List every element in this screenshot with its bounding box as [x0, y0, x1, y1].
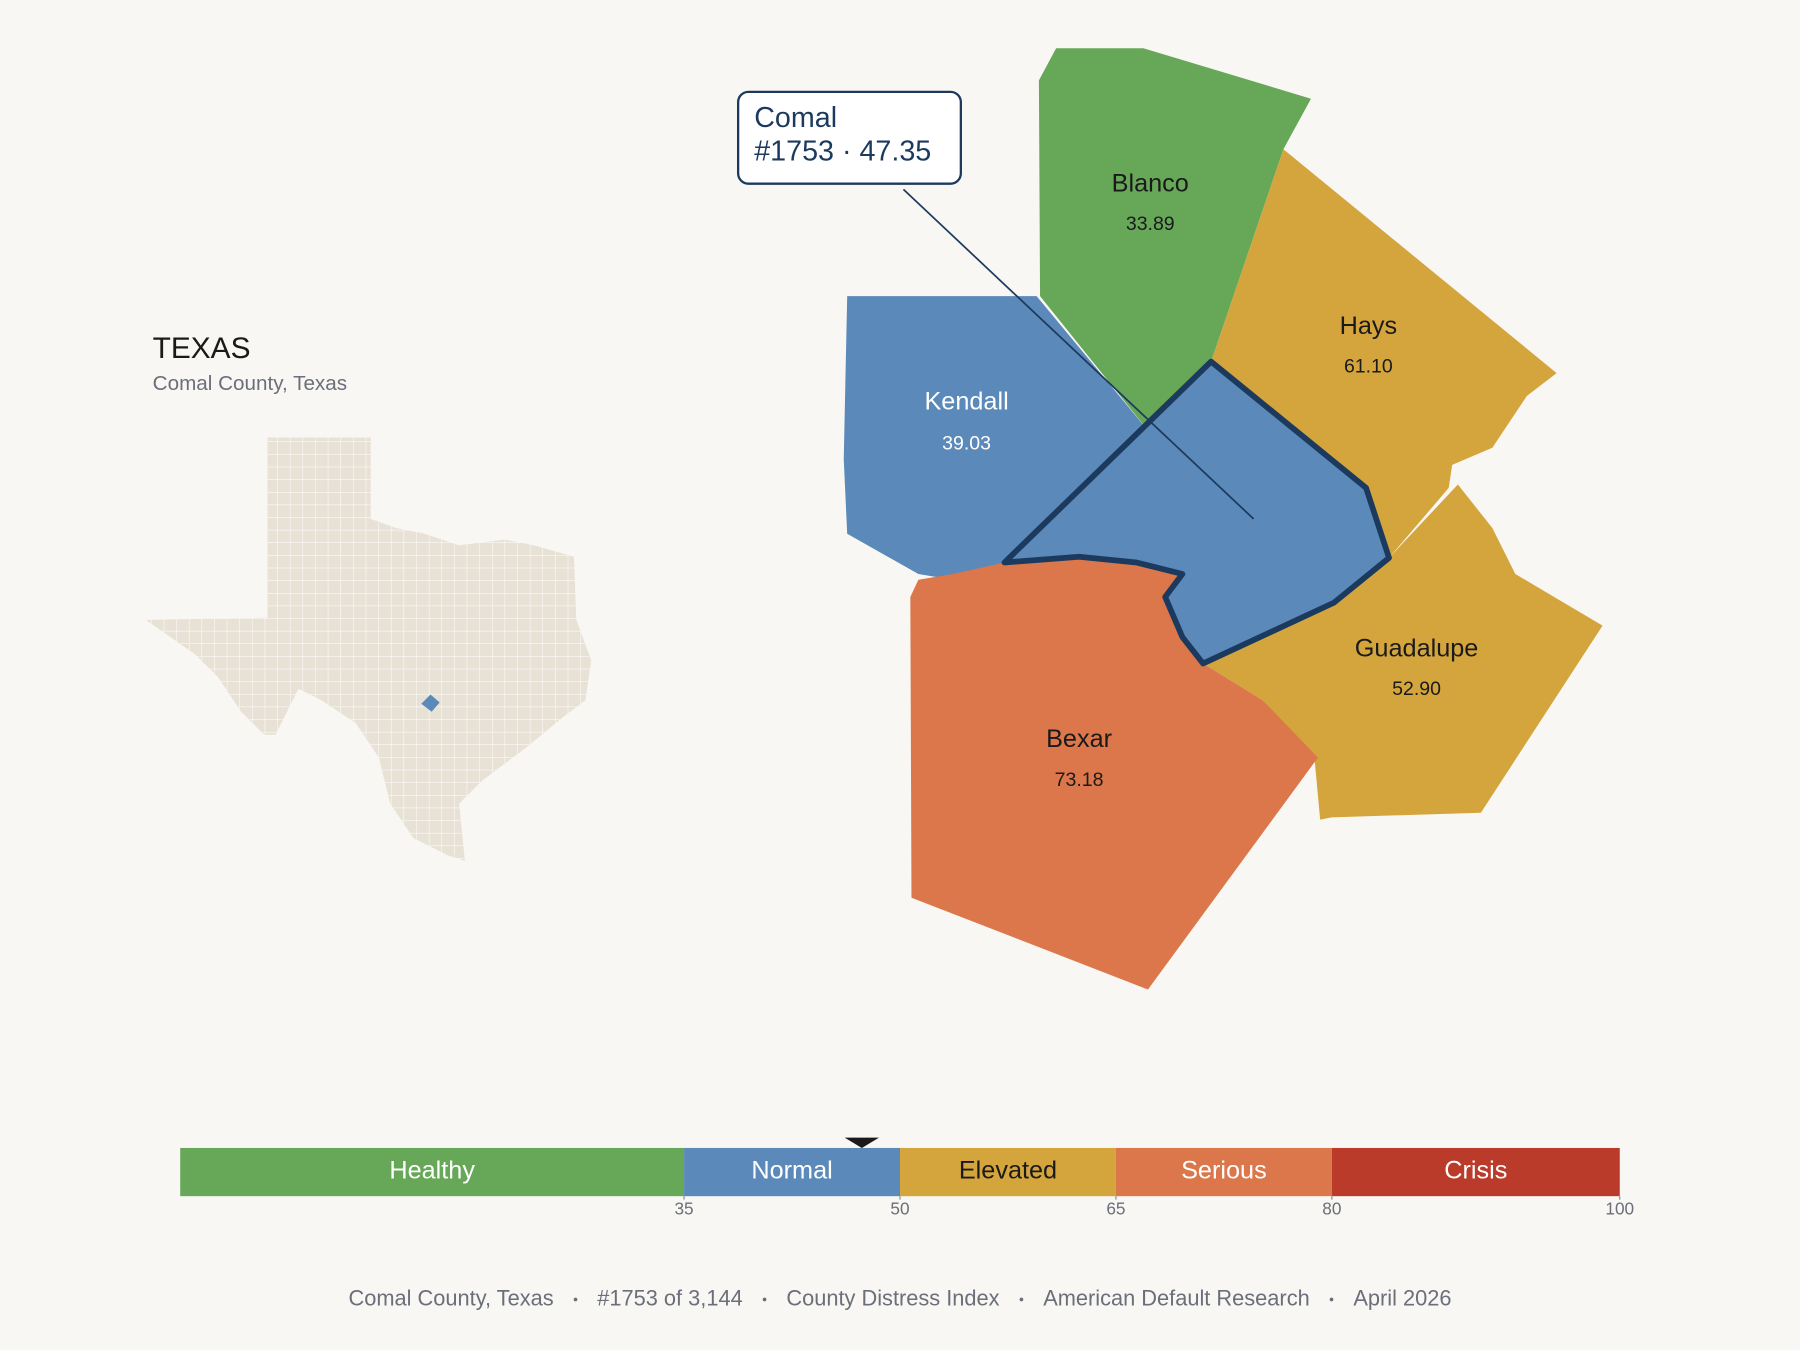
scale-band	[180, 1147, 685, 1197]
footer-separator	[573, 1297, 578, 1302]
band-label: Healthy	[389, 1157, 475, 1185]
footer-item: American Default Research	[1043, 1285, 1310, 1310]
county-kendall[interactable]	[843, 296, 1148, 580]
band-label: Normal	[751, 1157, 832, 1185]
county-guadalupe[interactable]	[1203, 484, 1603, 820]
scale-marker	[844, 1137, 880, 1148]
county-comal[interactable]	[1001, 358, 1392, 667]
scale-band	[1331, 1147, 1620, 1197]
county-hays[interactable]	[1211, 149, 1557, 558]
footer: Comal County, Texas #1753 of 3,144 County …	[348, 1285, 1451, 1310]
state-subtitle: Comal County, Texas	[153, 372, 347, 395]
scale-band	[684, 1147, 900, 1197]
band-label: Serious	[1181, 1157, 1267, 1185]
footer-item: #1753 of 3,144	[597, 1285, 742, 1310]
scale-band	[1115, 1147, 1332, 1197]
scale-band	[900, 1147, 1116, 1197]
footer-item: Comal County, Texas	[348, 1285, 553, 1310]
band-label: Elevated	[959, 1157, 1057, 1185]
scale-tick-label: 35	[674, 1198, 693, 1218]
county-name: Bexar	[1046, 725, 1112, 753]
footer-text: Comal County, Texas #1753 of 3,144 County …	[348, 1285, 1451, 1310]
county-value: 39.03	[942, 432, 991, 454]
callout-box	[736, 90, 962, 185]
texas-comal	[421, 694, 440, 712]
county-name: Guadalupe	[1355, 634, 1479, 662]
county-blanco[interactable]	[1038, 48, 1311, 431]
callout-leader	[902, 188, 1255, 520]
scale-tick-label: 100	[1605, 1198, 1634, 1218]
county-bexar[interactable]	[910, 556, 1318, 990]
footer-separator	[1329, 1297, 1334, 1302]
footer-separator	[762, 1297, 767, 1302]
county-name: Hays	[1340, 312, 1398, 340]
callout-label: #1753 · 47.35	[754, 135, 931, 167]
county-map	[843, 48, 1603, 990]
county-value: 73.18	[1055, 769, 1104, 791]
scale: Healthy Normal Elevated Serious Crisis 35 50 65…	[180, 1137, 1634, 1218]
footer-separator	[1019, 1297, 1024, 1302]
county-value: 61.10	[1344, 356, 1393, 378]
county-name: Kendall	[924, 388, 1008, 416]
state-title: TEXAS	[153, 332, 251, 365]
footer-item: County Distress Index	[786, 1285, 999, 1310]
scale-tick-label: 65	[1106, 1198, 1125, 1218]
county-name: Blanco	[1112, 169, 1189, 197]
callout-name: Comal	[754, 102, 837, 134]
county-value: 33.89	[1126, 213, 1175, 235]
scale-tick-label: 50	[890, 1198, 909, 1218]
band-label: Crisis	[1444, 1157, 1507, 1185]
county-value: 52.90	[1392, 678, 1441, 700]
footer-item: April 2026	[1353, 1285, 1451, 1310]
scale-tick-label: 80	[1322, 1198, 1341, 1218]
